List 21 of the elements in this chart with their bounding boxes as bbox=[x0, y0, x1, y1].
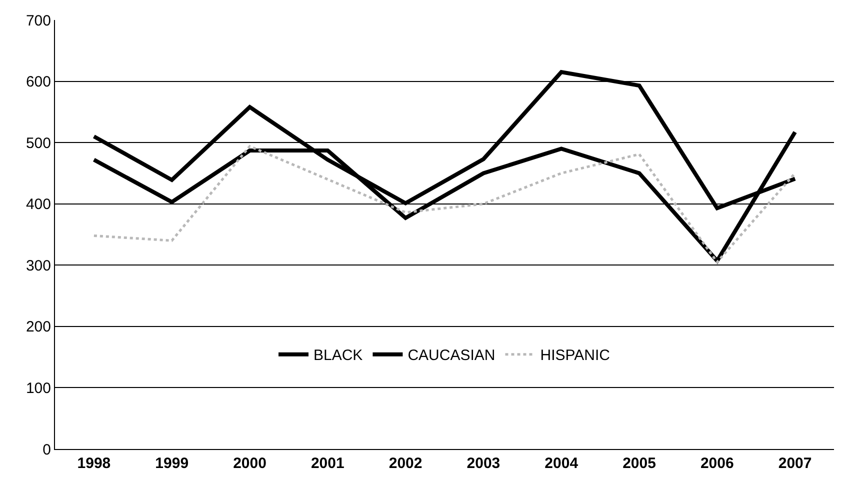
x-tick-label: 2000 bbox=[233, 455, 266, 472]
x-tick-label: 2003 bbox=[466, 455, 500, 472]
legend-label: BLACK bbox=[314, 347, 363, 364]
x-tick-label: 2006 bbox=[700, 455, 734, 472]
x-tick-label: 2007 bbox=[778, 455, 812, 472]
x-tick-label: 2004 bbox=[544, 455, 579, 472]
x-tick-label: 1999 bbox=[155, 455, 189, 472]
x-tick-label: 1998 bbox=[77, 455, 111, 472]
x-tick-label: 2002 bbox=[388, 455, 422, 472]
y-tick-label: 300 bbox=[26, 257, 51, 274]
y-tick-label: 400 bbox=[26, 196, 51, 214]
y-tick-label: 200 bbox=[26, 318, 51, 336]
y-tick-label: 600 bbox=[26, 74, 51, 91]
y-tick-label: 100 bbox=[26, 380, 51, 397]
y-tick-label: 0 bbox=[42, 441, 51, 458]
legend-label: CAUCASIAN bbox=[408, 347, 496, 364]
x-tick-label: 2005 bbox=[622, 455, 656, 472]
y-tick-label: 500 bbox=[26, 134, 51, 152]
y-tick-label: 700 bbox=[26, 12, 51, 30]
legend-label: HISPANIC bbox=[540, 347, 610, 364]
x-tick-label: 2001 bbox=[310, 455, 344, 472]
